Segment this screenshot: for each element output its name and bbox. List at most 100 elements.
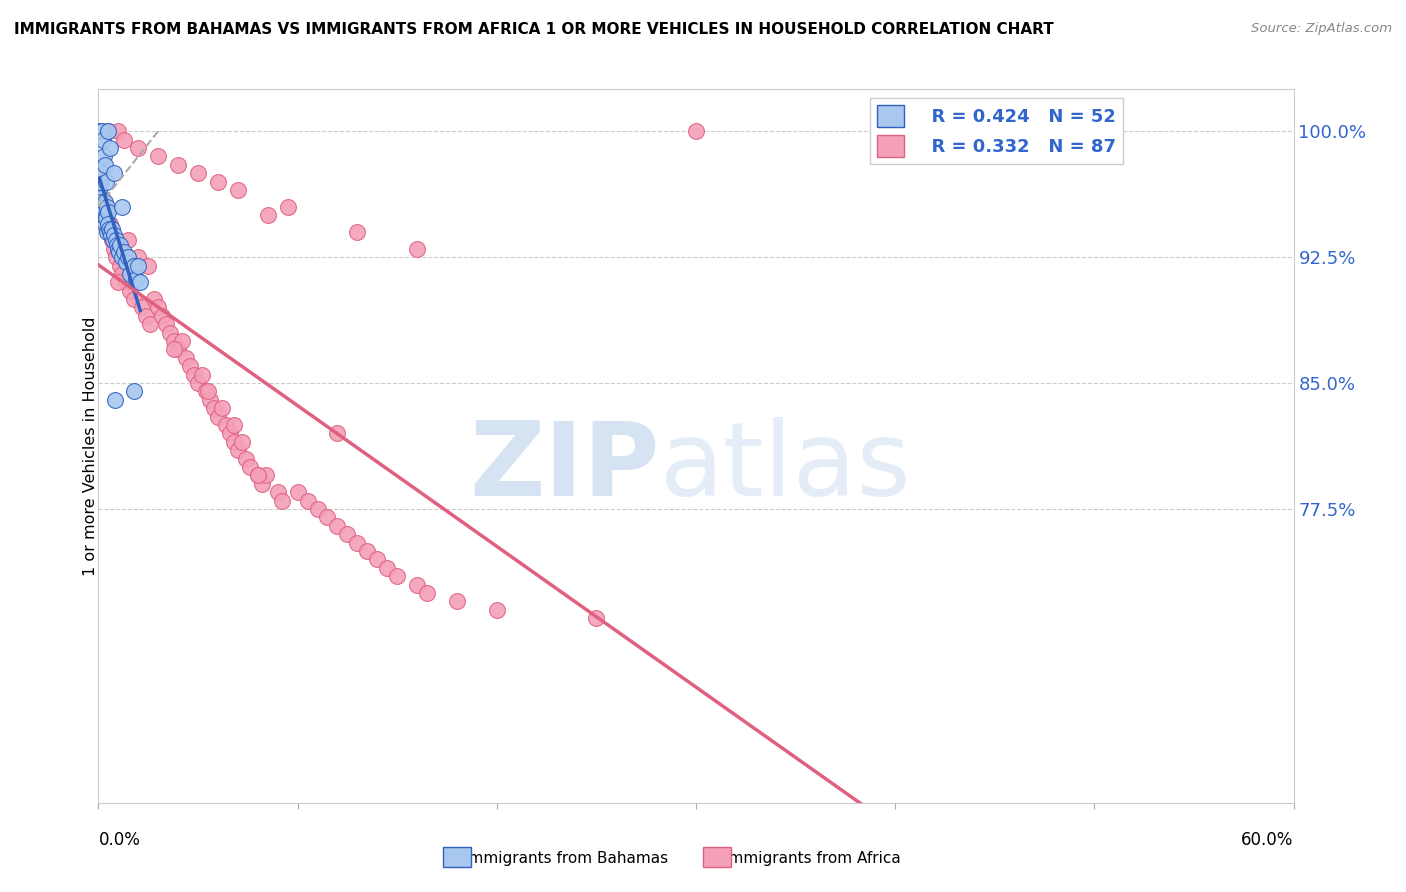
Point — [356, 544, 378, 558]
Point — [112, 245, 135, 260]
Point — [336, 527, 359, 541]
Point — [93, 149, 115, 163]
Point — [127, 141, 149, 155]
Point — [202, 401, 225, 416]
Point — [97, 225, 120, 239]
Point — [89, 124, 111, 138]
Point — [104, 392, 127, 407]
Point — [120, 267, 142, 281]
Point — [131, 301, 153, 315]
Point — [167, 158, 190, 172]
Point — [91, 124, 114, 138]
Text: ZIP: ZIP — [470, 417, 661, 518]
Point — [297, 493, 319, 508]
Point — [98, 217, 122, 231]
Point — [211, 401, 233, 416]
Point — [107, 124, 129, 138]
Point — [94, 217, 117, 231]
Point — [326, 518, 349, 533]
Point — [96, 200, 118, 214]
Point — [105, 233, 128, 247]
Point — [100, 228, 122, 243]
Point — [103, 166, 125, 180]
Point — [91, 204, 114, 219]
Point — [198, 392, 221, 407]
Point — [254, 468, 277, 483]
Point — [139, 318, 162, 332]
Point — [143, 292, 166, 306]
Point — [250, 476, 273, 491]
Point — [101, 221, 124, 235]
Point — [127, 259, 149, 273]
Point — [97, 124, 120, 138]
Text: Immigrants from Bahamas: Immigrants from Bahamas — [464, 851, 668, 865]
Point — [105, 238, 128, 252]
Point — [103, 228, 125, 243]
Point — [375, 560, 398, 574]
Point — [98, 225, 122, 239]
Point — [246, 468, 269, 483]
Point — [90, 124, 112, 138]
Point — [98, 221, 121, 235]
Point — [110, 259, 132, 273]
Point — [195, 384, 218, 399]
Point — [107, 242, 129, 256]
Point — [124, 384, 146, 399]
Point — [125, 272, 148, 286]
Point — [93, 204, 115, 219]
Point — [93, 132, 115, 146]
Point — [222, 417, 245, 432]
Point — [685, 124, 707, 138]
Point — [191, 368, 214, 382]
Point — [226, 443, 249, 458]
Point — [115, 255, 138, 269]
Point — [110, 238, 132, 252]
Point — [96, 225, 118, 239]
Point — [136, 259, 159, 273]
Point — [94, 208, 117, 222]
Point — [98, 141, 122, 155]
Point — [239, 460, 262, 475]
Text: Immigrants from Africa: Immigrants from Africa — [724, 851, 901, 865]
Point — [187, 166, 209, 180]
Point — [148, 149, 170, 163]
Point — [416, 586, 439, 600]
Point — [89, 183, 111, 197]
Point — [96, 217, 118, 231]
Point — [270, 493, 292, 508]
Point — [207, 409, 229, 424]
Text: 60.0%: 60.0% — [1241, 831, 1294, 849]
Text: 0.0%: 0.0% — [98, 831, 141, 849]
Point — [96, 175, 118, 189]
Point — [107, 242, 129, 256]
Point — [150, 309, 173, 323]
Point — [111, 250, 134, 264]
Point — [366, 552, 388, 566]
Legend:   R = 0.424   N = 52,   R = 0.332   N = 87: R = 0.424 N = 52, R = 0.332 N = 87 — [870, 98, 1123, 164]
Point — [94, 158, 117, 172]
Point — [219, 426, 242, 441]
Point — [222, 434, 245, 449]
Point — [90, 194, 112, 209]
Point — [174, 351, 197, 365]
Point — [326, 426, 349, 441]
Point — [385, 569, 409, 583]
Point — [277, 200, 299, 214]
Point — [111, 267, 134, 281]
Point — [307, 502, 329, 516]
Point — [89, 175, 111, 189]
Point — [159, 326, 181, 340]
Point — [446, 594, 468, 608]
Point — [346, 535, 368, 549]
Point — [94, 217, 117, 231]
Point — [485, 603, 508, 617]
Point — [124, 292, 146, 306]
Point — [117, 233, 139, 247]
Point — [207, 175, 229, 189]
Point — [585, 611, 607, 625]
Point — [172, 334, 194, 348]
Point — [96, 211, 118, 226]
Point — [155, 318, 177, 332]
Point — [93, 208, 115, 222]
Point — [187, 376, 209, 390]
